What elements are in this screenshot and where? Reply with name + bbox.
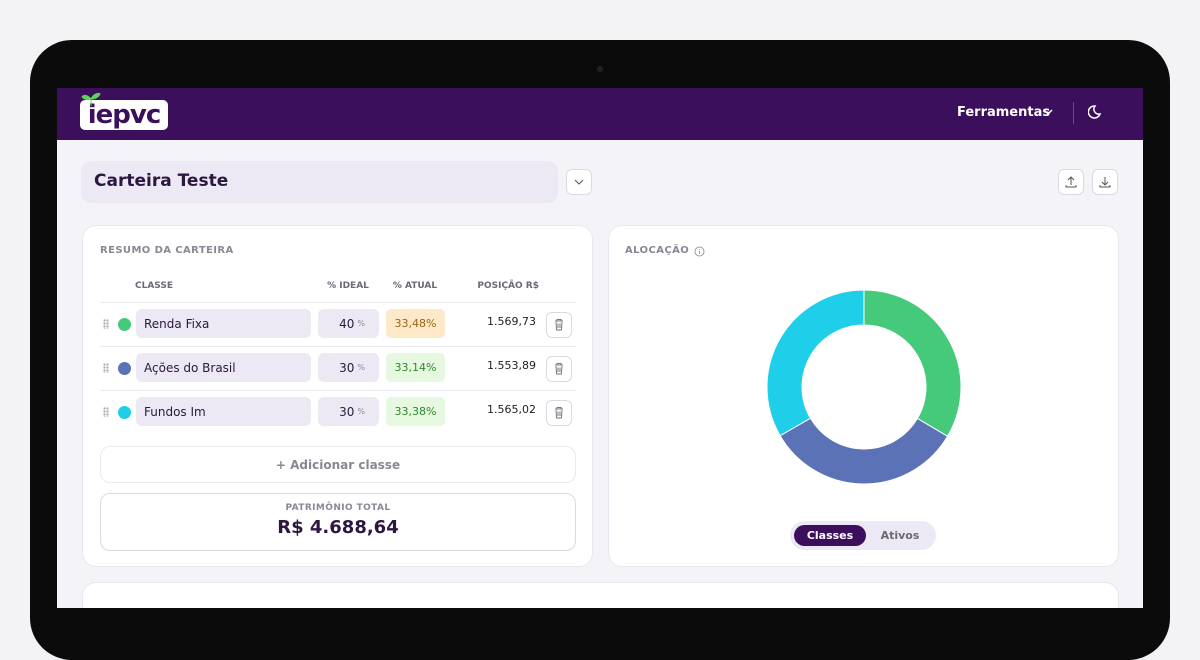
class-name-input[interactable]: Ações do Brasil (136, 353, 311, 382)
total-box (100, 493, 576, 551)
logo[interactable]: iepvc (80, 100, 168, 130)
ideal-value: 30 (339, 360, 355, 375)
ideal-value: 30 (339, 404, 355, 419)
tab-active[interactable]: Classes (794, 525, 866, 546)
ideal-unit: % (357, 319, 365, 328)
donut-chart (766, 289, 962, 485)
camera (597, 66, 603, 72)
ideal-input[interactable]: 30% (318, 397, 379, 426)
position-value: 1.569,73 (487, 315, 536, 328)
page: {"header":{"logo":"iepvc","menu":"Ferram… (30, 40, 1170, 660)
divider (1073, 102, 1074, 124)
total-label: PATRIMÔNIO TOTAL (285, 503, 391, 513)
ideal-value: 40 (339, 316, 355, 331)
column-header: CLASSE (135, 281, 174, 291)
row-divider (100, 390, 576, 391)
current-percent: 33,14% (386, 353, 445, 382)
portfolio-name: Carteira Teste (94, 171, 229, 191)
class-name-input[interactable]: Renda Fixa (136, 309, 311, 338)
row-divider (100, 302, 576, 303)
current-percent: 33,38% (386, 397, 445, 426)
delete-button[interactable] (546, 400, 572, 426)
ideal-input[interactable]: 30% (318, 353, 379, 382)
add-class-button[interactable]: + Adicionar classe (100, 446, 576, 483)
class-name-input[interactable]: Fundos Im (136, 397, 311, 426)
drag-handle[interactable] (103, 407, 109, 417)
info-icon[interactable] (694, 246, 705, 257)
allocation-title: ALOCAÇÃO (625, 245, 690, 256)
summary-title: RESUMO DA CARTEIRA (100, 245, 234, 256)
portfolio-dropdown[interactable] (566, 169, 592, 195)
current-percent: 33,48% (386, 309, 445, 338)
allocation-card: ALOCAÇÃO Classes Ativos (608, 225, 1119, 567)
tools-menu[interactable]: Ferramentas (957, 105, 1051, 120)
drag-handle[interactable] (103, 363, 109, 373)
column-header: % ATUAL (392, 281, 438, 291)
delete-button[interactable] (546, 356, 572, 382)
delete-button[interactable] (546, 312, 572, 338)
class-color (118, 406, 131, 419)
top-bar: iepvc Ferramentas (57, 88, 1143, 140)
theme-toggle[interactable] (1088, 104, 1104, 120)
donut-segment (863, 289, 962, 437)
upload-button[interactable] (1058, 169, 1084, 195)
logo-sprout (81, 93, 101, 106)
ideal-unit: % (357, 407, 365, 416)
download-button[interactable] (1092, 169, 1118, 195)
ideal-input[interactable]: 40% (318, 309, 379, 338)
tab[interactable]: Ativos (880, 529, 920, 542)
class-color (118, 318, 131, 331)
screen: iepvc Ferramentas Carteira Teste RESUMO … (57, 88, 1143, 608)
donut-segment (766, 289, 865, 437)
position-value: 1.553,89 (487, 359, 536, 372)
ideal-unit: % (357, 363, 365, 372)
summary-card: RESUMO DA CARTEIRA + Adicionar classe PA… (82, 225, 593, 567)
portfolio-select[interactable] (81, 161, 558, 203)
drag-handle[interactable] (103, 319, 109, 329)
bottom-card (82, 582, 1119, 608)
menu-chevron (1043, 109, 1053, 116)
donut-segment (779, 417, 949, 485)
column-header: % IDEAL (327, 281, 369, 291)
class-color (118, 362, 131, 375)
column-header: POSIÇÃO R$ (477, 281, 539, 291)
row-divider (100, 346, 576, 347)
position-value: 1.565,02 (487, 403, 536, 416)
total-value: R$ 4.688,64 (277, 517, 399, 538)
